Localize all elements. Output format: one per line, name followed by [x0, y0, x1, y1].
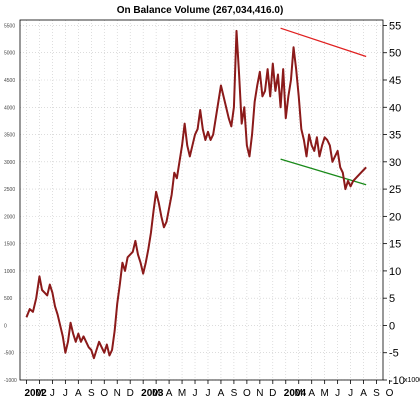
y-tick-label: 25: [389, 184, 401, 196]
y-left-tick-label: 5500: [4, 23, 15, 29]
y-left-tick-label: 2000: [4, 214, 15, 220]
x-tick-label: S: [373, 388, 380, 399]
upper-trendline: [280, 27, 367, 58]
x-tick-label: M: [35, 388, 43, 399]
y-left-tick-label: -1000: [4, 378, 17, 384]
y-tick-label: 40: [389, 102, 401, 114]
y-tick-label: 45: [389, 75, 401, 87]
x-tick-label: J: [63, 388, 68, 399]
x-tick-label: M: [178, 388, 186, 399]
series-layer: [25, 27, 367, 360]
plot-border: [19, 19, 384, 381]
x-tick-label: S: [231, 388, 238, 399]
x-tick-label: O: [243, 388, 251, 399]
y-left-tick-label: 2500: [4, 187, 15, 193]
y-left-tick-label: 4000: [4, 105, 15, 111]
y-axis-right: -10 -5 0 5 10 15 20 25 30 35 40 45 50 55: [383, 20, 405, 387]
x-tick-label: O: [386, 388, 394, 399]
y-tick-label: 0: [389, 320, 395, 332]
y-tick-label: 15: [389, 239, 401, 251]
y-left-tick-label: 1500: [4, 242, 15, 248]
x-tick-label: 2004: [284, 388, 307, 399]
x-tick-label: A: [308, 388, 315, 399]
y-tick-label: 55: [389, 20, 401, 32]
chart-title: On Balance Volume (267,034,416.0): [117, 5, 284, 16]
x-tick-label: O: [100, 388, 108, 399]
x-tick-label: 2003: [141, 388, 164, 399]
y-unit-label: x1000: [404, 377, 420, 384]
x-tick-label: D: [269, 388, 276, 399]
obv-line: [25, 29, 367, 360]
y-left-tick-label: 500: [4, 296, 13, 302]
y-left-tick-label: 3500: [4, 133, 15, 139]
y-tick-label: 10: [389, 266, 401, 278]
x-tick-label: J: [50, 388, 55, 399]
x-tick-label: J: [335, 388, 340, 399]
y-left-tick-label: 1000: [4, 269, 15, 275]
y-left-tick-label: 0: [4, 323, 7, 329]
y-tick-label: 20: [389, 211, 401, 223]
y-left-tick-label: 3000: [4, 160, 15, 166]
x-tick-label: M: [320, 388, 328, 399]
y-left-tick-label: -500: [4, 351, 14, 357]
x-tick-label: N: [114, 388, 121, 399]
y-left-tick-label: 4500: [4, 78, 15, 84]
x-tick-label: J: [193, 388, 198, 399]
grid: [20, 20, 390, 381]
x-tick-label: S: [88, 388, 95, 399]
x-tick-label: A: [75, 388, 82, 399]
y-left-tick-label: 5000: [4, 51, 15, 57]
plot-frame: [19, 19, 384, 381]
y-axis-left: -1000 -500 0 500 1000 1500 2000 2500 3000 3500 400…: [4, 23, 17, 384]
x-tick-label: M: [295, 388, 303, 399]
x-tick-label: J: [205, 388, 210, 399]
x-tick-label: N: [256, 388, 263, 399]
y-tick-label: 50: [389, 48, 401, 60]
x-tick-label: A: [166, 388, 173, 399]
lower-trendline: [280, 158, 367, 186]
x-tick-label: M: [152, 388, 160, 399]
y-tick-label: -10: [389, 375, 405, 387]
x-tick-label: 2002: [24, 388, 47, 399]
y-tick-label: 30: [389, 157, 401, 169]
x-tick-label: A: [360, 388, 367, 399]
y-tick-label: 35: [389, 130, 401, 142]
x-tick-label: A: [218, 388, 225, 399]
x-tick-label: J: [348, 388, 353, 399]
y-tick-label: 5: [389, 293, 395, 305]
x-tick-label: D: [127, 388, 134, 399]
y-tick-label: -5: [389, 348, 399, 360]
